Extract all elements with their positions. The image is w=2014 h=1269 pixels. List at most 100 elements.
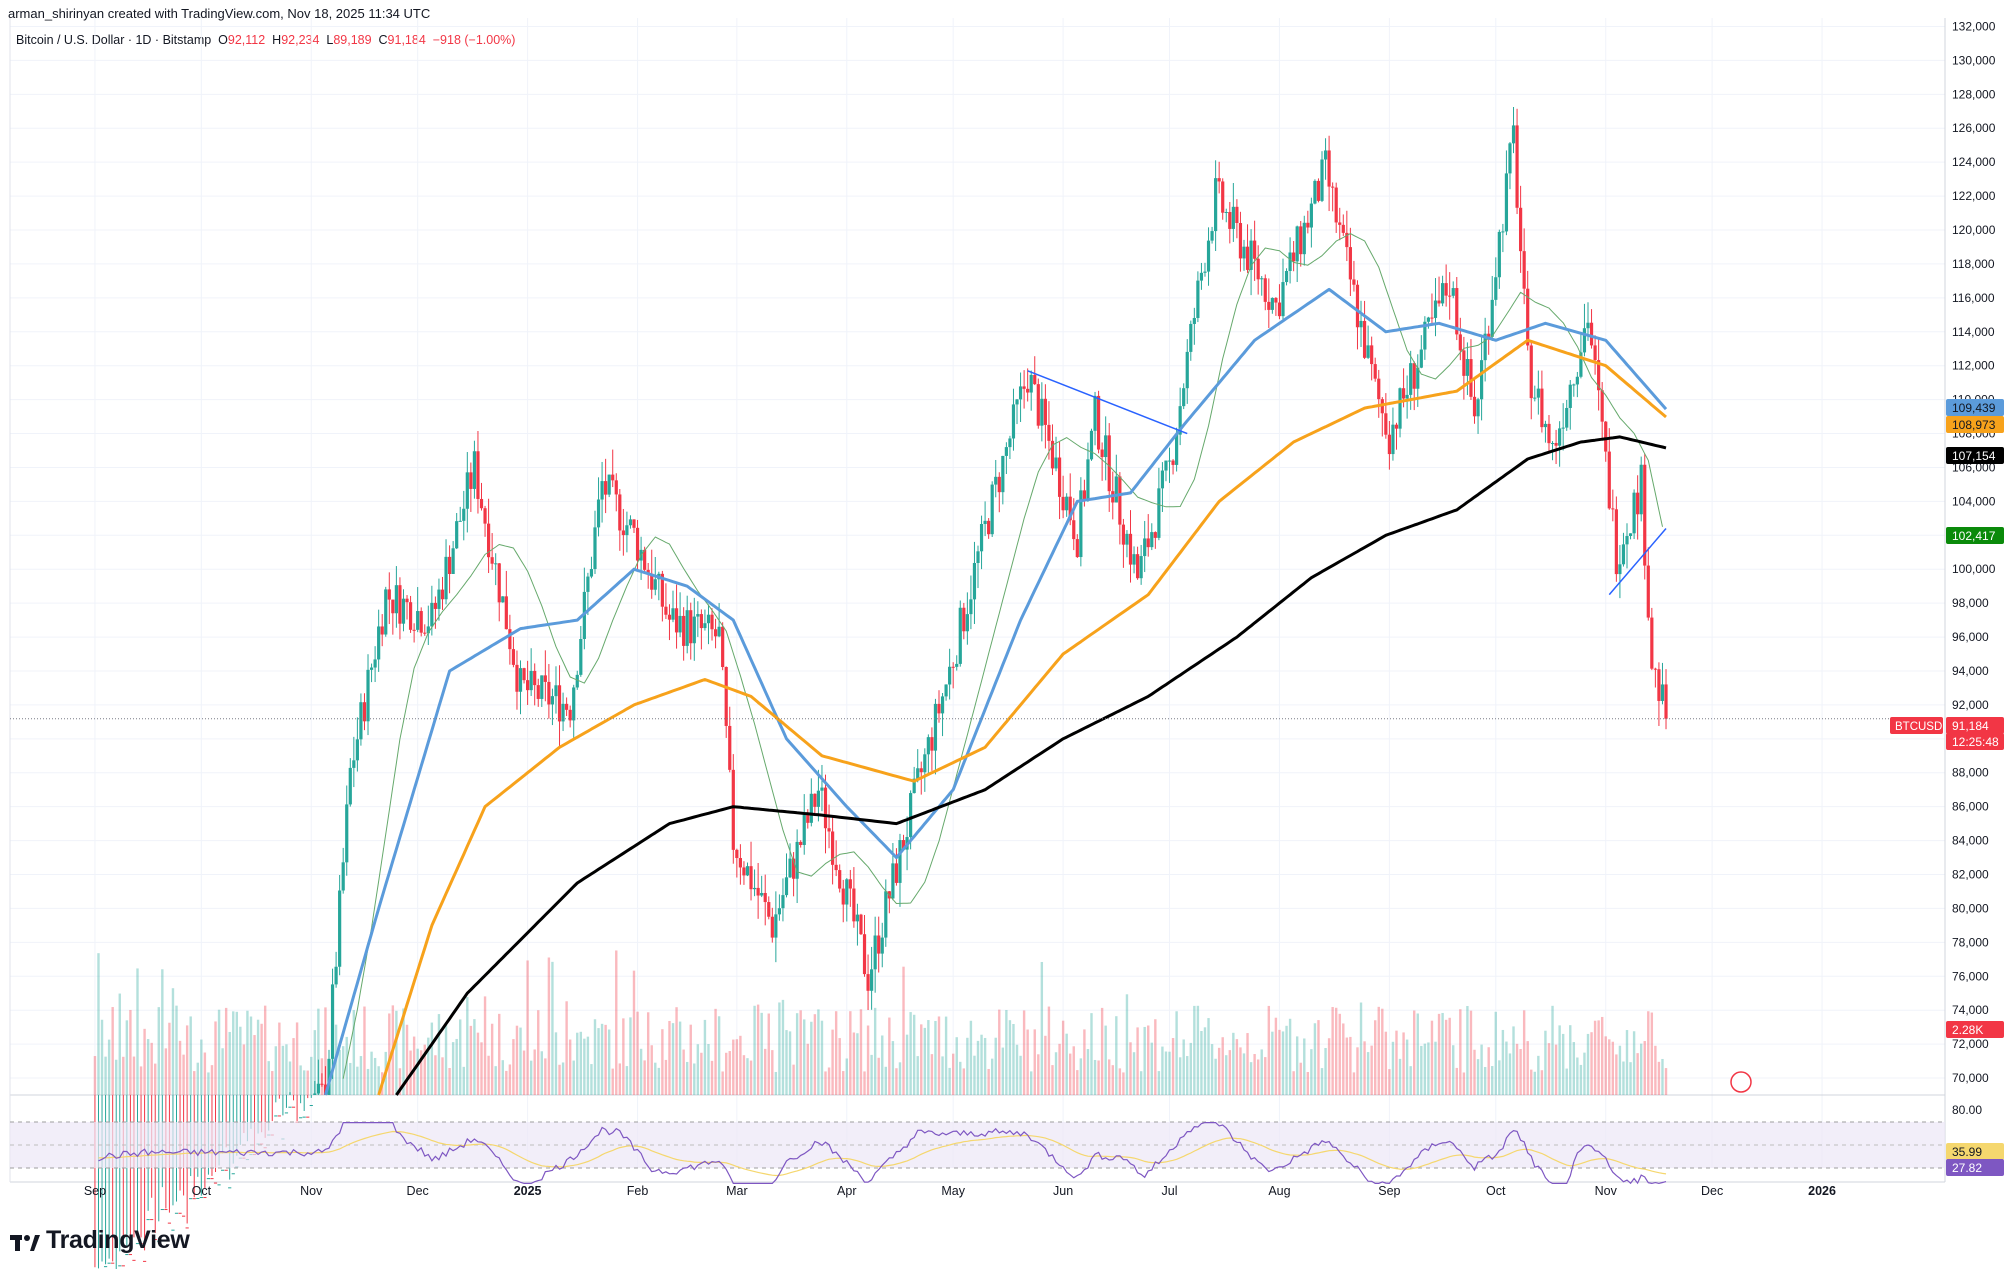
candle-body [153,1239,157,1241]
candle-body [1192,317,1196,324]
candle-body [1462,350,1466,376]
ma-20-line [342,233,1663,1079]
candle-body [1614,509,1618,575]
candle-body [813,793,817,807]
candle-body [1309,203,1313,228]
volume-bar [1139,1071,1143,1095]
volume-bar [554,1032,558,1095]
candle-body [760,892,764,896]
volume-bar [1097,1060,1100,1095]
candle-body [550,696,555,705]
candle-body [125,1254,129,1256]
volume-bar [1664,1068,1668,1095]
candle-body [983,520,987,525]
volume-bar [909,1012,912,1095]
candle-body [299,1117,303,1119]
volume-bar [1448,1017,1451,1095]
candle-body [284,1112,289,1114]
volume-bar [1274,1017,1278,1095]
price-axis-badge [1946,416,2004,433]
volume-bar [1033,1029,1036,1095]
candle-body [231,1173,235,1175]
candle-body [1362,320,1367,358]
volume-bar [576,1032,579,1095]
candle-body [1001,455,1005,493]
volume-bar [189,1016,192,1095]
volume-bar [100,1019,104,1095]
x-tick-label: Mar [726,1184,748,1198]
candle-body [458,520,462,522]
candle-body [412,629,416,631]
x-tick-label: 2026 [1808,1184,1836,1198]
y-tick-label: 122,000 [1952,189,1996,203]
volume-bar [451,1042,455,1095]
volume-bar [920,1024,923,1095]
candle-body [1185,351,1189,389]
volume-bar [352,1010,356,1095]
candle-body [777,908,782,915]
volume-bar [625,1066,629,1095]
volume-bar [1122,1072,1125,1095]
candle-body [1295,226,1299,262]
volume-bar [1196,1005,1200,1095]
volume-bar [1405,1039,1409,1095]
volume-bar [1111,1065,1114,1095]
candle-body [1650,617,1654,669]
volume-bar [1363,1041,1366,1095]
candle-body [1621,544,1626,565]
volume-bar [263,1005,267,1095]
volume-bar [866,1025,870,1095]
candle-body [423,632,427,634]
candle-body [1597,360,1601,391]
volume-bar [1654,1045,1657,1095]
open-label: O [218,33,228,47]
volume-bar [1214,1058,1217,1095]
candle-body [1543,423,1548,428]
volume-bar [820,1020,824,1095]
candle-body [958,607,962,664]
candle-body [1600,390,1604,422]
volume-bar [1115,1016,1118,1095]
candle-body [1554,443,1558,446]
volume-bar [803,1019,806,1095]
candle-body [228,1187,232,1189]
volume-bar [1225,1055,1228,1095]
rsi-axis-badge [1946,1159,2004,1176]
volume-bar [654,1062,657,1095]
y-tick-label: 88,000 [1952,766,1989,780]
tradingview-brand[interactable]: TradingView [10,1226,190,1255]
candle-body [146,1219,150,1221]
candle-body [1323,150,1328,160]
volume-bar [1271,1031,1274,1095]
candle-body [1096,395,1101,450]
candle-body [1089,430,1094,460]
rsi-axis-badge-text: 27.82 [1952,1161,1982,1175]
volume-bar [1416,1013,1419,1095]
rsi-axis-badge [1946,1143,2004,1160]
candle-body [600,481,604,500]
candle-body [107,1262,111,1264]
volume-bar [1083,1029,1086,1095]
candle-body [494,563,498,565]
volume-bar [1015,1044,1019,1095]
volume-bar [771,1050,774,1095]
candle-body [1412,363,1416,389]
volume-bar [1327,1038,1331,1095]
volume-bar [295,1022,299,1095]
x-tick-label: May [941,1184,965,1198]
volume-bar [1022,1010,1026,1095]
candle-body [841,888,845,905]
candle-body [1221,181,1225,213]
candle-body [873,935,877,970]
volume-bar [1455,1067,1458,1095]
volume-bar [1441,1012,1444,1095]
volume-bar [1430,1020,1434,1095]
candle-body [1469,359,1473,397]
candle-body [490,557,494,564]
volume-bar [1008,1020,1012,1095]
candle-body [972,562,977,600]
ma-50-line [324,287,1668,1096]
brand-name: TradingView [46,1226,190,1254]
candle-body [1568,384,1572,408]
